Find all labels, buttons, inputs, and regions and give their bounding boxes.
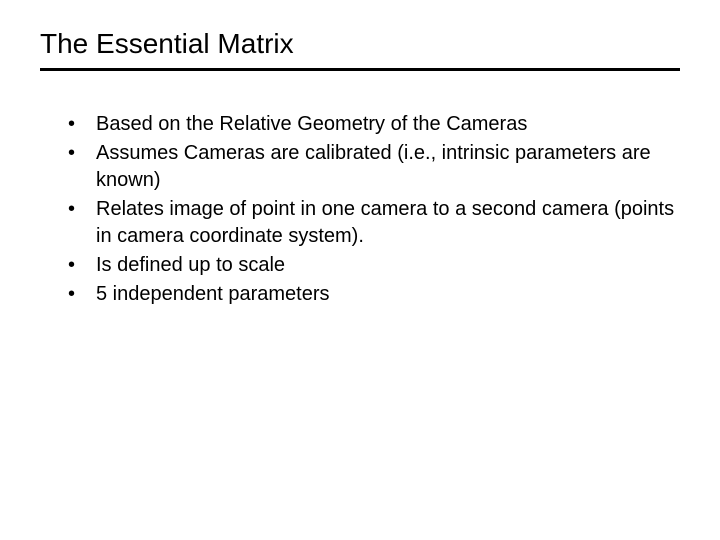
list-item: Relates image of point in one camera to … — [68, 196, 680, 250]
slide-title: The Essential Matrix — [40, 28, 680, 60]
list-item: Is defined up to scale — [68, 252, 680, 279]
list-item: Assumes Cameras are calibrated (i.e., in… — [68, 140, 680, 194]
list-item: Based on the Relative Geometry of the Ca… — [68, 111, 680, 138]
title-divider — [40, 68, 680, 71]
bullet-list: Based on the Relative Geometry of the Ca… — [40, 111, 680, 308]
list-item: 5 independent parameters — [68, 281, 680, 308]
